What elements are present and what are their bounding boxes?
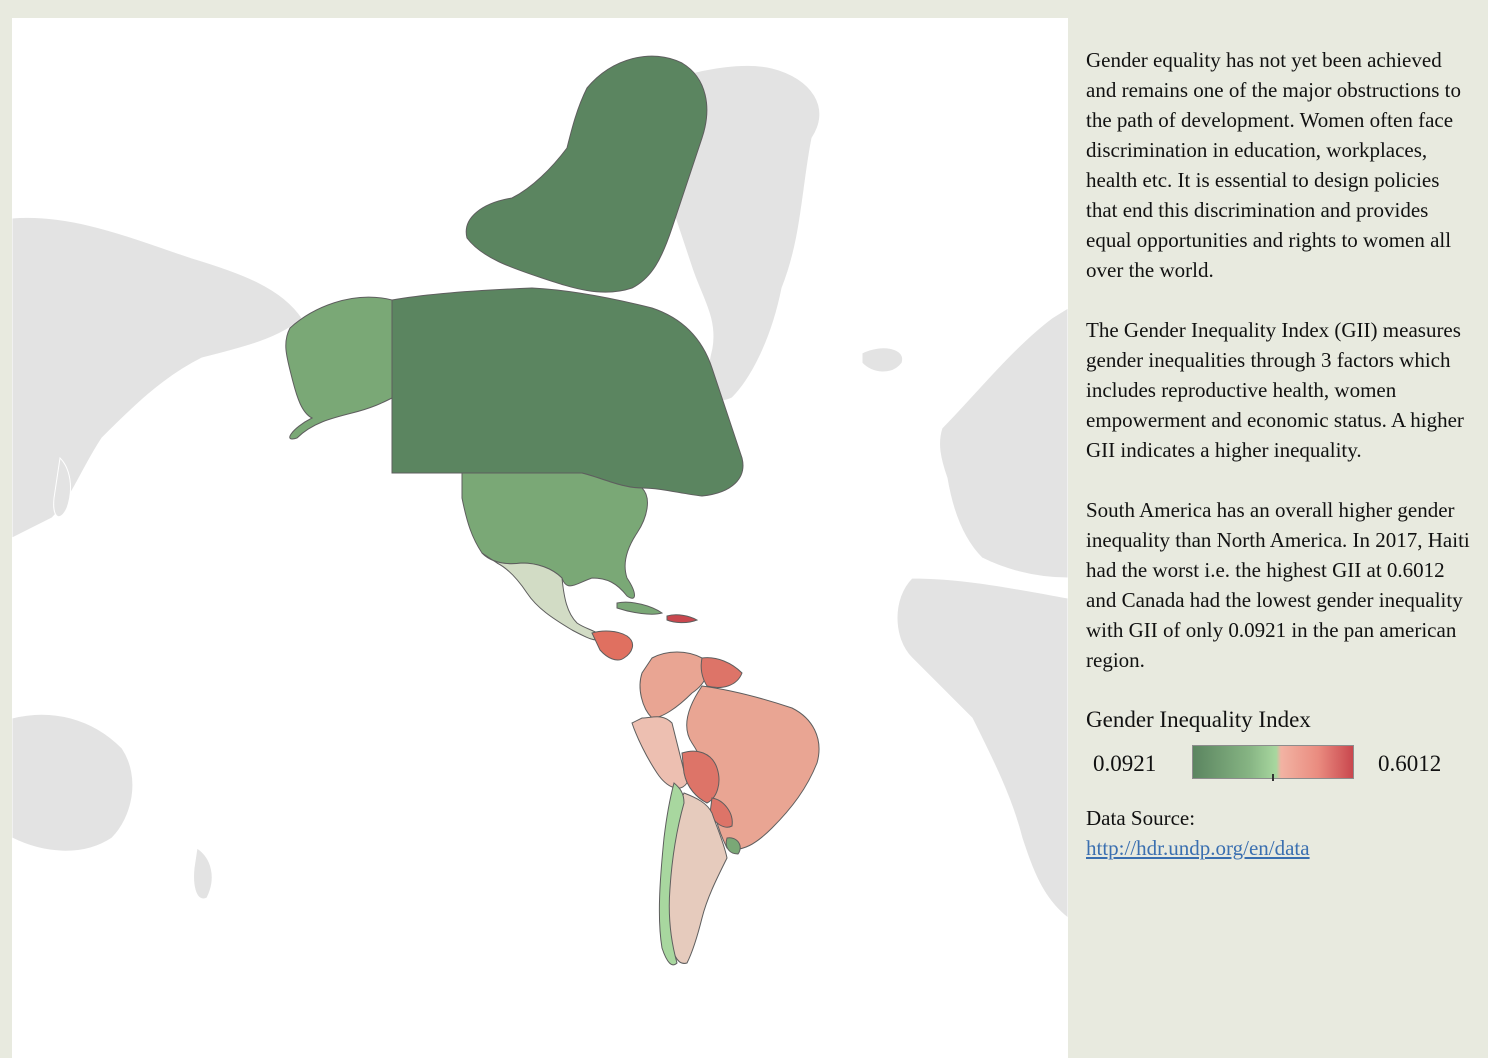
haiti-shape xyxy=(666,614,699,624)
info-panel: Gender equality has not yet been achieve… xyxy=(1086,45,1471,863)
iceland-shape xyxy=(861,347,904,373)
cuba-shape xyxy=(616,601,664,615)
asia-west-shape xyxy=(12,216,303,539)
canada-arctic-shape xyxy=(465,55,708,293)
central-america-shape xyxy=(591,630,634,661)
africa-shape xyxy=(896,577,1068,919)
legend-min-value: 0.0921 xyxy=(1093,751,1157,776)
color-legend: 0.0921 0.6012 xyxy=(1086,745,1471,785)
australia-shape xyxy=(12,713,134,852)
data-source-link[interactable]: http://hdr.undp.org/en/data xyxy=(1086,836,1310,860)
findings-paragraph: South America has an overall higher gend… xyxy=(1086,498,1470,672)
uruguay-shape xyxy=(725,837,741,855)
legend-tick-mark xyxy=(1272,774,1274,781)
alaska-shape xyxy=(285,296,393,440)
canada-shape xyxy=(391,287,744,497)
intro-paragraph: Gender equality has not yet been achieve… xyxy=(1086,48,1461,282)
colombia-shape xyxy=(639,651,708,719)
mexico-shape xyxy=(481,552,603,641)
bolivia-shape xyxy=(681,750,720,804)
choropleth-map[interactable] xyxy=(12,18,1068,1058)
legend-gradient-bar xyxy=(1192,745,1354,781)
legend-max-value: 0.6012 xyxy=(1378,751,1442,776)
peru-shape xyxy=(631,716,688,789)
legend-title: Gender Inequality Index xyxy=(1086,707,1311,732)
data-source-label: Data Source: xyxy=(1086,806,1196,830)
japan-shape xyxy=(53,456,71,518)
europe-shape xyxy=(939,307,1068,579)
nz-shape xyxy=(193,847,213,900)
chile-shape xyxy=(658,782,685,966)
venezuela-shape xyxy=(700,657,743,688)
gii-definition-paragraph: The Gender Inequality Index (GII) measur… xyxy=(1086,318,1464,462)
